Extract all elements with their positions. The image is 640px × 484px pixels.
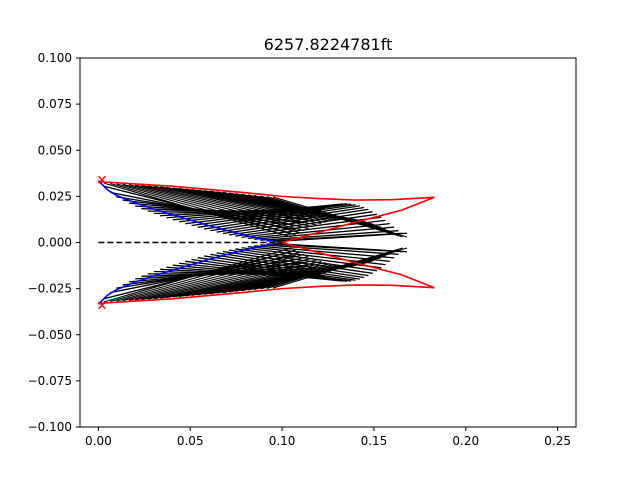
- y-tick-label: 0.100: [38, 51, 72, 65]
- y-tick-label: −0.100: [28, 420, 72, 434]
- x-tick-label: 0.05: [177, 434, 204, 448]
- y-tick-label: −0.075: [28, 374, 72, 388]
- x-tick-label: 0.20: [452, 434, 479, 448]
- chart-title: 6257.8224781ft: [264, 35, 393, 54]
- y-tick-label: −0.025: [28, 282, 72, 296]
- y-tick-label: 0.025: [38, 189, 72, 203]
- x-tick-label: 0.15: [361, 434, 388, 448]
- y-tick-label: 0.000: [38, 236, 72, 250]
- plot-series-group: [98, 176, 434, 308]
- x-tick-label: 0.25: [544, 434, 571, 448]
- y-tick-label: 0.050: [38, 143, 72, 157]
- y-tick-label: −0.050: [28, 328, 72, 342]
- plot-area: [98, 176, 434, 308]
- y-tick-label: 0.075: [38, 97, 72, 111]
- x-tick-label: 0.10: [269, 434, 296, 448]
- x-tick-label: 0.00: [85, 434, 112, 448]
